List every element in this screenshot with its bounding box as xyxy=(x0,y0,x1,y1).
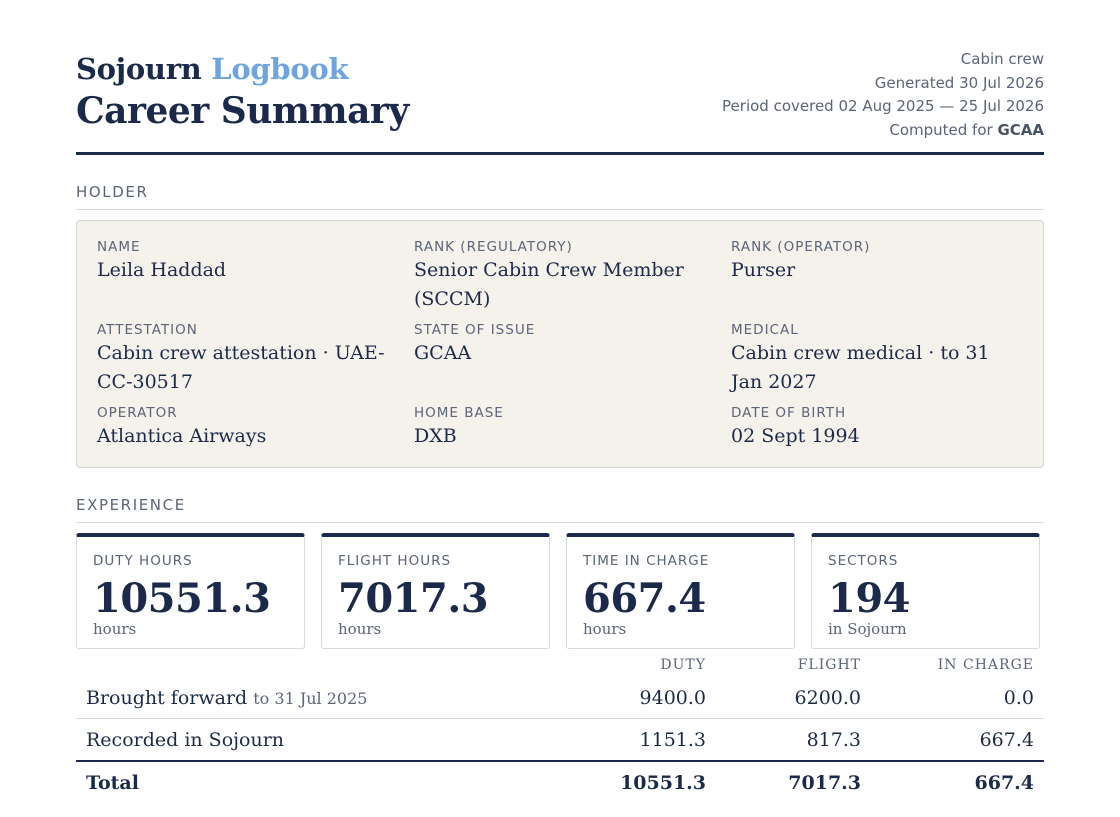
field-value: GCAA xyxy=(414,342,472,364)
field-value: Senior Cabin Crew Member (SCCM) xyxy=(414,259,684,310)
row-label-cell: Brought forward to 31 Jul 2025 xyxy=(76,677,546,719)
holder-field-home-base: HOME BASE DXB xyxy=(414,405,731,451)
col-header-flight: FLIGHT xyxy=(797,657,861,673)
holder-field-attestation: ATTESTATION Cabin crew attestation · UAE… xyxy=(97,322,414,397)
brand-main: Sojourn xyxy=(76,52,202,86)
card-unit: in Sojourn xyxy=(828,620,907,638)
in-charge-cell: 0.0 xyxy=(871,677,1044,719)
card-label: FLIGHT HOURS xyxy=(338,553,452,569)
card-value: 7017.3 xyxy=(338,575,489,622)
card-label: SECTORS xyxy=(828,553,899,569)
field-value: DXB xyxy=(414,425,457,447)
row-sublabel: to 31 Jul 2025 xyxy=(253,688,368,708)
card-unit: hours xyxy=(93,620,137,638)
card-value: 10551.3 xyxy=(93,575,271,622)
row-label: Brought forward xyxy=(86,686,248,709)
experience-section-title: EXPERIENCE xyxy=(76,496,1044,523)
meta-role: Cabin crew xyxy=(960,50,1044,68)
hours-table: DUTY FLIGHT IN CHARGE Brought forward to… xyxy=(76,653,1044,803)
card-flight-hours: FLIGHT HOURS 7017.3 hours xyxy=(321,533,550,649)
holder-field-date-of-birth: DATE OF BIRTH 02 Sept 1994 xyxy=(731,405,1023,451)
meta-computed-prefix: Computed for xyxy=(889,120,993,139)
field-value: Atlantica Airways xyxy=(97,425,267,447)
field-label: MEDICAL xyxy=(731,322,799,338)
card-value: 194 xyxy=(828,575,911,622)
holder-section-title: HOLDER xyxy=(76,183,1044,210)
page-header: Sojourn Logbook Career Summary Cabin cre… xyxy=(76,48,1044,155)
card-duty-hours: DUTY HOURS 10551.3 hours xyxy=(76,533,305,649)
holder-field-rank-operator: RANK (OPERATOR) Purser xyxy=(731,239,1023,314)
field-value: Cabin crew attestation · UAE-CC-30517 xyxy=(97,342,385,393)
duty-cell: 10551.3 xyxy=(620,771,706,794)
field-label: DATE OF BIRTH xyxy=(731,405,847,421)
holder-field-name: NAME Leila Haddad xyxy=(97,239,414,314)
field-value: 02 Sept 1994 xyxy=(731,425,860,447)
header-left: Sojourn Logbook Career Summary xyxy=(76,48,409,132)
table-row: Brought forward to 31 Jul 2025 9400.0 62… xyxy=(76,677,1044,719)
meta-computed-authority: GCAA xyxy=(997,120,1044,139)
in-charge-cell: 667.4 xyxy=(974,771,1035,794)
card-time-in-charge: TIME IN CHARGE 667.4 hours xyxy=(566,533,795,649)
holder-field-medical: MEDICAL Cabin crew medical · to 31 Jan 2… xyxy=(731,322,1023,397)
flight-cell: 817.3 xyxy=(716,718,871,762)
holder-panel: NAME Leila Haddad RANK (REGULATORY) Seni… xyxy=(76,220,1044,468)
field-value: Leila Haddad xyxy=(97,259,227,281)
brand-logo: Sojourn Logbook xyxy=(76,52,409,86)
meta-generated: Generated 30 Jul 2026 xyxy=(874,73,1044,92)
duty-cell: 1151.3 xyxy=(546,718,716,762)
flight-cell: 6200.0 xyxy=(716,677,871,719)
field-label: HOME BASE xyxy=(414,405,504,421)
row-label-cell: Total xyxy=(76,761,546,803)
card-unit: hours xyxy=(583,620,627,638)
card-label: TIME IN CHARGE xyxy=(583,553,710,569)
card-value: 667.4 xyxy=(583,575,706,622)
holder-field-state-of-issue: STATE OF ISSUE GCAA xyxy=(414,322,731,397)
field-label: OPERATOR xyxy=(97,405,178,421)
row-label: Recorded in Sojourn xyxy=(86,728,285,751)
meta-period: Period covered 02 Aug 2025 — 25 Jul 2026 xyxy=(722,97,1044,115)
field-label: STATE OF ISSUE xyxy=(414,322,536,338)
field-label: RANK (OPERATOR) xyxy=(731,239,871,255)
field-label: RANK (REGULATORY) xyxy=(414,239,573,255)
table-total-row: Total 10551.3 7017.3 667.4 xyxy=(76,761,1044,803)
in-charge-cell: 667.4 xyxy=(871,718,1044,762)
field-value: Purser xyxy=(731,259,796,281)
row-label-cell: Recorded in Sojourn xyxy=(76,718,546,762)
duty-cell: 9400.0 xyxy=(546,677,716,719)
card-label: DUTY HOURS xyxy=(93,553,193,569)
brand-accent: Logbook xyxy=(211,52,349,86)
col-header-duty: DUTY xyxy=(660,657,706,673)
field-value: Cabin crew medical · to 31 Jan 2027 xyxy=(731,342,990,393)
row-label: Total xyxy=(86,771,139,794)
flight-cell: 7017.3 xyxy=(788,771,861,794)
field-label: NAME xyxy=(97,239,141,255)
card-sectors: SECTORS 194 in Sojourn xyxy=(811,533,1040,649)
table-header-row: DUTY FLIGHT IN CHARGE xyxy=(76,653,1044,677)
career-summary-page: Sojourn Logbook Career Summary Cabin cre… xyxy=(76,0,1044,803)
holder-field-rank-regulatory: RANK (REGULATORY) Senior Cabin Crew Memb… xyxy=(414,239,731,314)
card-unit: hours xyxy=(338,620,382,638)
table-row: Recorded in Sojourn 1151.3 817.3 667.4 xyxy=(76,718,1044,762)
meta-computed: Computed for GCAA xyxy=(722,119,1044,143)
col-header-label xyxy=(76,653,546,677)
header-meta: Cabin crew Generated 30 Jul 2026 Period … xyxy=(722,48,1044,142)
field-label: ATTESTATION xyxy=(97,322,198,338)
experience-cards: DUTY HOURS 10551.3 hours FLIGHT HOURS 70… xyxy=(76,533,1044,649)
col-header-in-charge: IN CHARGE xyxy=(937,657,1034,673)
page-title: Career Summary xyxy=(76,90,409,132)
holder-field-operator: OPERATOR Atlantica Airways xyxy=(97,405,414,451)
